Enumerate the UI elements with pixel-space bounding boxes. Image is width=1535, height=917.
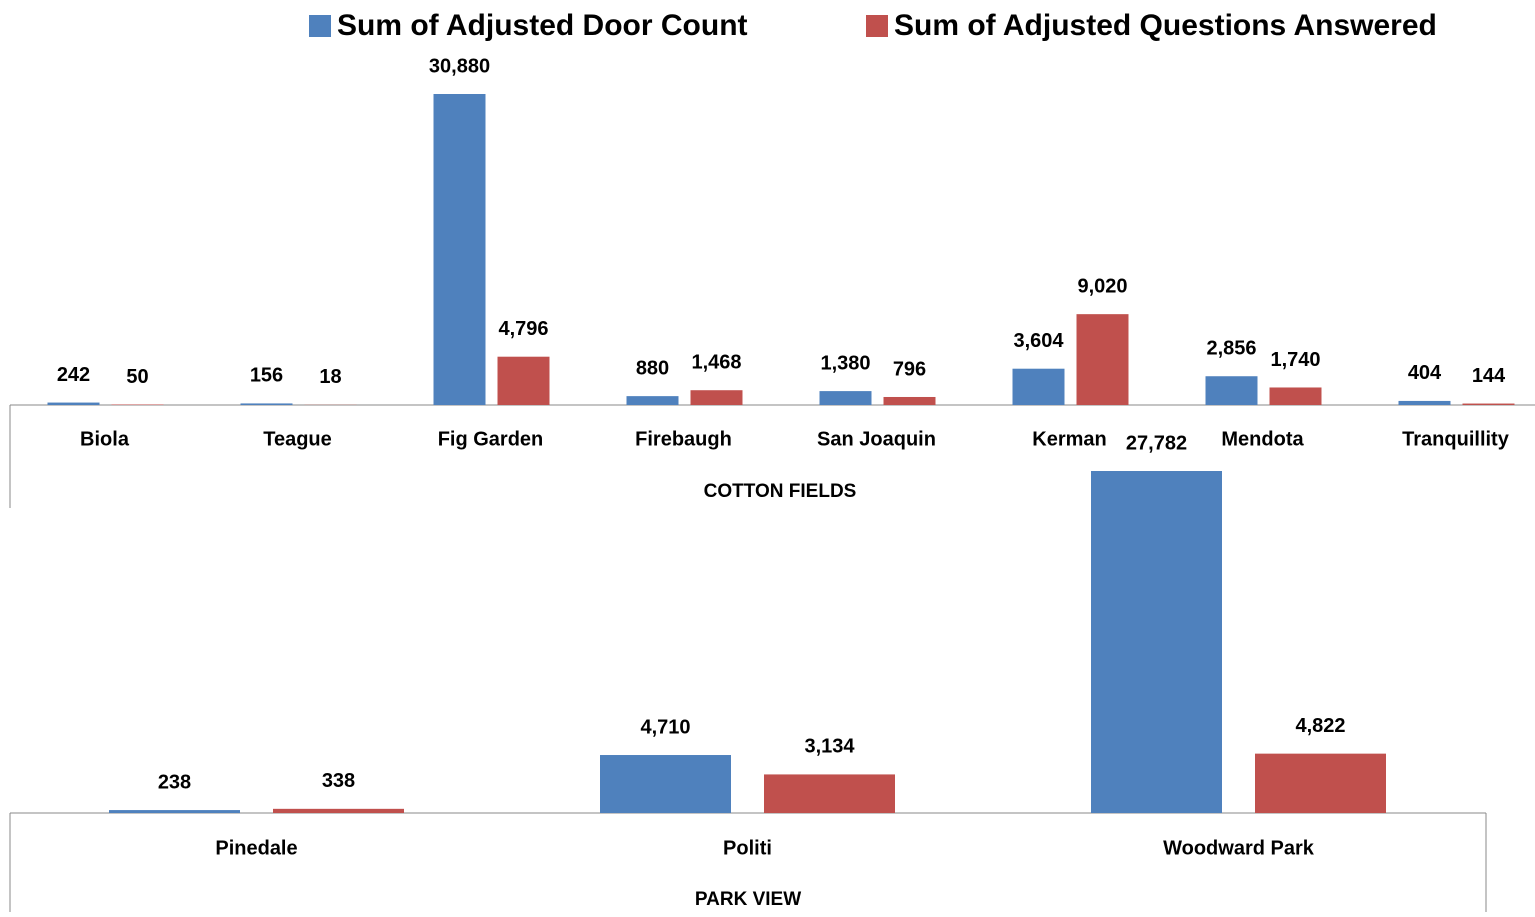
x-tick-label: Woodward Park [1163,837,1315,859]
data-label: 18 [319,366,341,388]
x-tick-label: Firebaugh [635,428,732,450]
legend-swatch [309,15,331,37]
data-label: 1,468 [691,351,741,373]
group-label: COTTON FIELDS [704,481,857,502]
data-label: 880 [636,357,669,379]
bar [434,94,486,405]
data-label: 238 [158,771,191,793]
bar [112,404,164,405]
data-label: 796 [893,358,926,380]
bar [1270,387,1322,405]
data-label: 4,822 [1295,715,1345,737]
bar [764,774,895,813]
x-tick-label: Teague [263,428,332,450]
data-label: 338 [322,770,355,792]
data-label: 144 [1472,365,1506,387]
x-tick-label: Politi [723,837,772,859]
data-label: 3,604 [1013,330,1064,352]
bar [1463,404,1515,405]
data-label: 4,796 [498,318,548,340]
data-label: 30,880 [429,55,490,77]
bar [1206,376,1258,405]
legend-swatch [866,15,888,37]
bar [1013,369,1065,405]
bar [1077,314,1129,405]
data-label: 404 [1408,362,1442,384]
data-label: 4,710 [640,716,690,738]
data-label: 1,740 [1270,349,1320,371]
bar [884,397,936,405]
data-label: 27,782 [1126,432,1187,454]
data-label: 1,380 [820,352,870,374]
data-label: 3,134 [804,736,855,758]
bar [820,391,872,405]
bar [1091,471,1222,813]
bar [691,390,743,405]
data-label: 50 [126,366,148,388]
legend-label: Sum of Adjusted Door Count [337,9,748,42]
data-label: 156 [250,365,283,387]
bar [109,810,240,813]
data-label: 2,856 [1206,338,1256,360]
bar [273,809,404,813]
x-tick-label: San Joaquin [817,428,936,450]
group-label: PARK VIEW [695,889,801,910]
bar [1399,401,1451,405]
bar [498,357,550,405]
legend-label: Sum of Adjusted Questions Answered [894,9,1437,42]
data-label: 242 [57,364,90,386]
x-tick-label: Pinedale [215,837,297,859]
bar [48,403,100,405]
x-tick-label: Fig Garden [438,428,544,450]
x-tick-label: Mendota [1221,428,1304,450]
bar [600,755,731,813]
x-tick-label: Biola [80,428,130,450]
bar [241,403,293,405]
x-tick-label: Kerman [1032,428,1106,450]
data-label: 9,020 [1077,275,1127,297]
x-tick-label: Tranquillity [1402,428,1510,450]
bar [1255,754,1386,813]
bar [627,396,679,405]
